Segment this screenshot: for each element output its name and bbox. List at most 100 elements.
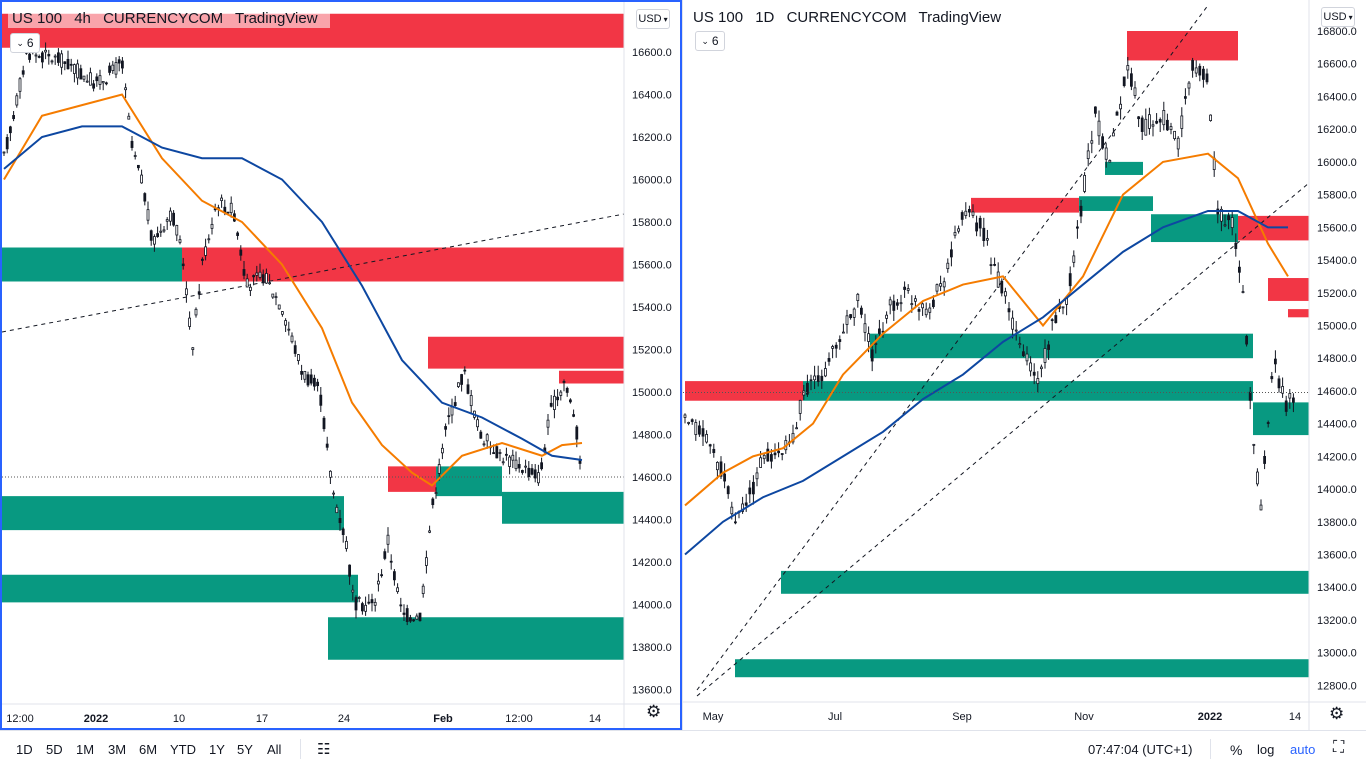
gear-icon[interactable]: ⚙ — [646, 702, 662, 721]
range-5d[interactable]: 5D — [46, 742, 63, 757]
candle-body — [741, 503, 744, 512]
candle-body — [389, 560, 393, 563]
candle-body — [495, 446, 499, 459]
candle-body — [479, 431, 483, 439]
candle-body — [1147, 114, 1151, 129]
candle-body — [1266, 422, 1270, 424]
time-tick-label: 17 — [256, 713, 268, 725]
candle-body — [136, 164, 140, 169]
interval-label[interactable]: 4h — [74, 10, 91, 27]
range-1y[interactable]: 1Y — [209, 742, 225, 757]
candle-body — [21, 70, 25, 75]
candle-body — [184, 288, 188, 296]
currency-button[interactable]: USD ▾ — [636, 9, 670, 29]
candle-body — [690, 419, 694, 422]
candle-body — [863, 323, 867, 333]
demand-zone — [1151, 214, 1238, 243]
candle-body — [1072, 255, 1076, 263]
range-1m[interactable]: 1M — [76, 742, 95, 757]
candle-body — [354, 597, 358, 611]
candle-body — [708, 444, 712, 447]
candle-body — [82, 75, 86, 80]
log-toggle[interactable]: log — [1257, 742, 1275, 757]
currency-button[interactable]: USD ▾ — [1321, 7, 1355, 27]
demand-zone — [1079, 196, 1153, 211]
candle-body — [111, 64, 115, 71]
price-tick-label: 15000.0 — [1317, 320, 1357, 332]
range-6m[interactable]: 6M — [139, 742, 158, 757]
candle-body — [1137, 116, 1141, 120]
candle-body — [57, 52, 60, 63]
range-1d[interactable]: 1D — [16, 742, 33, 757]
time-tick-label: 24 — [338, 713, 350, 725]
chart-pane-right[interactable]: 16800.0 16600.0 16400.0 16200.0 16000.0 15800… — [682, 0, 1366, 730]
compare-icon[interactable]: ☷ — [317, 741, 331, 758]
price-chart-4h[interactable]: 16600.0 16400.0 16200.0 16000.0 15800.0 15600… — [2, 2, 682, 728]
price-chart-1d[interactable]: 16800.0 16600.0 16400.0 16200.0 16000.0 15800… — [683, 0, 1366, 730]
candle-body — [469, 395, 473, 407]
demand-zone — [781, 570, 1309, 594]
supply-zone — [1127, 31, 1238, 61]
candle-body — [482, 443, 486, 446]
candle-body — [1183, 96, 1187, 99]
percent-toggle[interactable]: % — [1230, 742, 1243, 758]
candle-body — [312, 377, 316, 387]
price-tick-label: 13400.0 — [1317, 582, 1357, 594]
range-ytd[interactable]: YTD — [170, 742, 196, 757]
candle-body — [928, 307, 932, 313]
candle-body — [1050, 319, 1054, 322]
candle-body — [447, 415, 451, 418]
candle-body — [188, 317, 192, 327]
fullscreen-icon[interactable]: ⛶ — [1333, 739, 1345, 756]
candle-body — [1119, 103, 1123, 110]
gear-icon[interactable]: ⚙ — [1329, 704, 1345, 723]
price-tick-label: 15200.0 — [1317, 288, 1357, 300]
range-5y[interactable]: 5Y — [237, 742, 253, 757]
candle-body — [255, 272, 259, 276]
candle-body — [428, 530, 432, 533]
candle-body — [913, 298, 917, 302]
candle-body — [806, 382, 809, 395]
candle-body — [1144, 118, 1148, 136]
indicator-legend-toggle[interactable]: ⌄ 6 — [10, 33, 40, 53]
candle-body — [870, 349, 874, 362]
candle-body — [28, 53, 32, 60]
candle-body — [316, 381, 320, 387]
candle-body — [149, 230, 153, 241]
divider — [300, 739, 301, 759]
candle-body — [191, 347, 195, 351]
moving-average-fast — [684, 152, 1289, 507]
candle-body — [431, 498, 435, 506]
trendline — [2, 213, 625, 333]
candle-body — [748, 487, 752, 495]
candle-body — [982, 227, 986, 241]
candle-body — [53, 55, 57, 58]
candle-body — [399, 604, 403, 607]
candle-body — [773, 452, 777, 456]
candle-body — [44, 49, 47, 53]
price-tick-label: 14800.0 — [632, 430, 672, 442]
range-all[interactable]: All — [267, 742, 282, 757]
price-tick-label: 15600.0 — [632, 260, 672, 272]
candle-body — [277, 304, 281, 310]
range-3m[interactable]: 3M — [108, 742, 127, 757]
price-tick-label: 16200.0 — [1317, 124, 1357, 136]
chart-pane-left[interactable]: 16600.0 16400.0 16200.0 16000.0 15800.0 15600… — [0, 0, 682, 730]
interval-label[interactable]: 1D — [755, 9, 775, 26]
supply-zone — [1288, 309, 1309, 318]
candle-body — [687, 422, 690, 424]
price-tick-label: 13000.0 — [1317, 648, 1357, 660]
candle-body — [1252, 443, 1256, 446]
candle-body — [546, 419, 550, 428]
auto-toggle[interactable]: auto — [1290, 742, 1316, 757]
indicator-legend-toggle[interactable]: ⌄ 6 — [695, 31, 725, 51]
candle-body — [508, 456, 512, 467]
price-tick-label: 13600.0 — [1317, 550, 1357, 562]
candle-body — [813, 375, 817, 381]
price-tick-label: 15200.0 — [632, 345, 672, 357]
candle-body — [2, 151, 6, 154]
candle-body — [565, 387, 569, 393]
candle-body — [34, 54, 38, 57]
candle-body — [140, 174, 144, 184]
price-tick-label: 13600.0 — [632, 685, 672, 697]
